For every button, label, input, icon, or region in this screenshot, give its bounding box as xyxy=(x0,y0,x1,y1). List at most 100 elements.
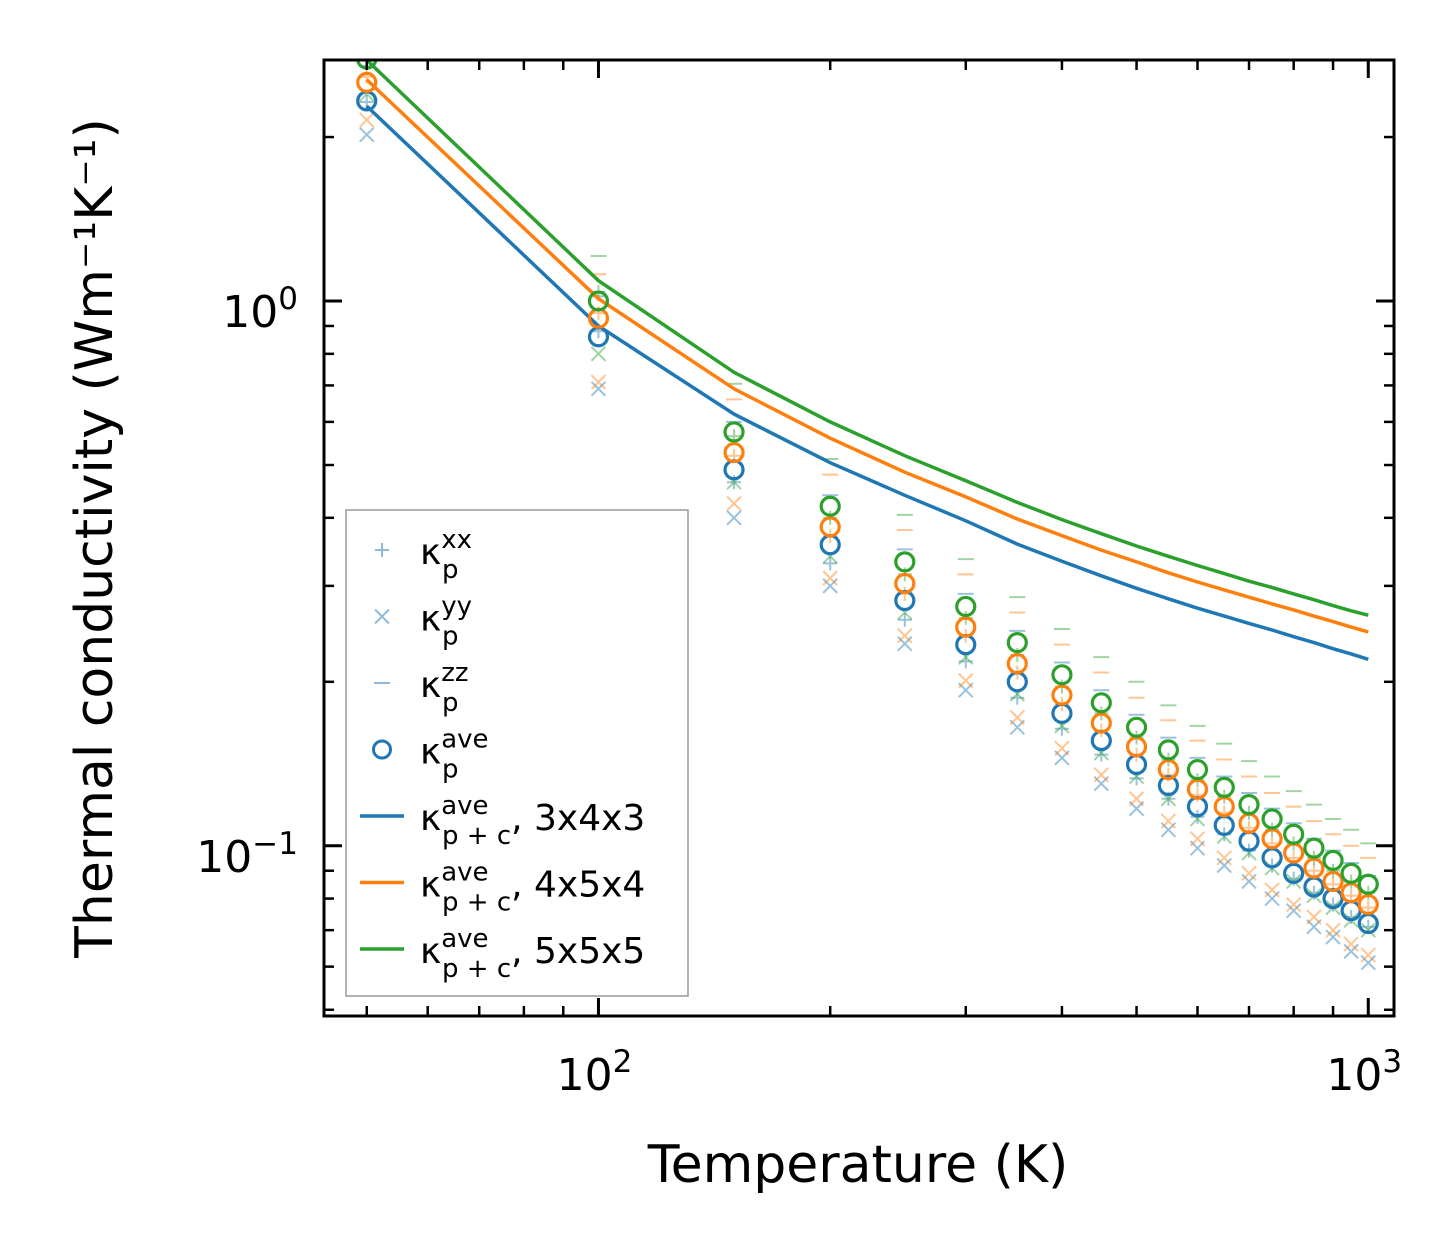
legend-label: κave p + c, 4x5x4 xyxy=(420,858,645,918)
kappa-ave-point xyxy=(723,421,745,443)
kappa-ave-point xyxy=(894,551,916,573)
kappa-ave-point xyxy=(1006,652,1028,675)
kappa-ave-point xyxy=(587,290,610,312)
kappa-ave-point xyxy=(1186,778,1209,800)
kappa-ave-point xyxy=(1157,758,1180,781)
kappa-yy-point xyxy=(359,126,375,143)
axes-layer: 102 103 10−1 100 xyxy=(196,58,1402,1101)
kappa-yy-point xyxy=(726,510,742,526)
kappa-xx-point xyxy=(1306,863,1321,878)
kappa-yy-point xyxy=(1128,791,1145,807)
kappa-ave-point xyxy=(1303,857,1325,879)
kappa-yy-point xyxy=(1093,767,1110,783)
y-axis-label: Thermal conductivity (Wm⁻¹K⁻¹) xyxy=(65,118,125,959)
kappa-yy-point xyxy=(1054,750,1070,766)
kappa-ave-point xyxy=(1283,862,1305,884)
kappa-yy-point xyxy=(1285,896,1302,913)
kappa-ave-point xyxy=(1051,664,1073,686)
kappa-yy-point xyxy=(958,682,974,698)
kappa-ave-point xyxy=(1125,716,1148,738)
legend-label: κave p xyxy=(420,725,489,785)
kappa-pc-line-3x4x3 xyxy=(365,104,1369,661)
kappa-xx-point xyxy=(1010,690,1025,705)
kappa-ave-point xyxy=(1090,692,1112,714)
kappa-ave-point xyxy=(1340,862,1362,884)
kappa-yy-point xyxy=(590,374,607,390)
legend-label: κave p + c, 5x5x5 xyxy=(420,924,645,984)
kappa-xx-point xyxy=(1054,721,1069,736)
kappa-yy-point xyxy=(822,570,838,586)
kappa-yy-point xyxy=(1285,903,1302,919)
kappa-ave-point xyxy=(894,572,916,595)
kappa-ave-point xyxy=(819,516,841,538)
legend-plus-marker xyxy=(375,543,389,557)
kappa-ave-point xyxy=(1213,776,1235,798)
legend-box xyxy=(345,509,689,997)
plot-frame xyxy=(322,58,1396,1018)
kappa-yy-point xyxy=(1264,890,1280,907)
legend-label: κzz p xyxy=(420,658,469,718)
kappa-ave-point xyxy=(955,616,977,638)
legend-label: κave p + c, 3x4x3 xyxy=(420,791,645,851)
kappa-yy-point xyxy=(1241,865,1257,882)
kappa-yy-point xyxy=(590,381,607,397)
legend-label: κyy p xyxy=(420,592,472,652)
kappa-yy-point xyxy=(1306,919,1322,935)
kappa-yy-point xyxy=(1054,740,1070,756)
kappa-yy-point xyxy=(726,495,742,512)
kappa-yy-point xyxy=(1325,929,1341,945)
kappa-yy-point xyxy=(1189,831,1206,847)
kappa-yy-point xyxy=(1093,776,1110,792)
kappa-yy-point xyxy=(1325,922,1341,938)
kappa-yy-point xyxy=(1360,947,1376,963)
kappa-ave-point xyxy=(1006,632,1028,654)
kappa-ave-point xyxy=(1303,837,1325,859)
kappa-yy-point xyxy=(1128,800,1145,817)
kappa-ave-point xyxy=(356,71,378,93)
kappa-yy-point xyxy=(897,628,913,644)
kappa-yy-point xyxy=(1189,840,1206,856)
kappa-pc-line-5x5x5 xyxy=(365,60,1369,617)
kappa-ave-point xyxy=(1261,808,1283,830)
legend-label: κxx p xyxy=(420,525,472,585)
kappa-yy-point xyxy=(1241,873,1257,890)
kappa-yy-point xyxy=(1009,719,1025,736)
kappa-yy-point xyxy=(1160,813,1177,829)
y-tick-label: 10−1 xyxy=(196,826,298,883)
kappa-ave-point xyxy=(1051,684,1073,706)
kappa-ave-point xyxy=(1186,758,1209,781)
kappa-ave-point xyxy=(1357,893,1379,916)
y-tick-label: 100 xyxy=(222,281,298,338)
kappa-yy-point xyxy=(359,112,375,128)
kappa-xx-point xyxy=(897,612,912,627)
kappa-yy-point xyxy=(1306,909,1322,925)
kappa-ave-point xyxy=(1322,870,1344,893)
x-tick-label: 102 xyxy=(557,1044,633,1101)
kappa-yy-point xyxy=(1216,857,1232,874)
x-tick-label: 103 xyxy=(1326,1044,1402,1101)
kappa-yy-point xyxy=(958,672,974,689)
kappa-yy-point xyxy=(1360,922,1376,938)
data-group xyxy=(356,60,1379,971)
kappa-yy-point xyxy=(1343,936,1359,952)
legend-circle-marker xyxy=(372,739,392,760)
kappa-xx-point xyxy=(823,556,838,571)
kappa-ave-point xyxy=(1322,849,1344,872)
kappa-ave-point xyxy=(1090,712,1112,734)
kappa-ave-point xyxy=(1357,873,1379,895)
kappa-yy-point xyxy=(1343,943,1359,960)
kappa-ave-point xyxy=(1157,739,1180,761)
series-layer xyxy=(356,60,1379,971)
kappa-yy-point xyxy=(1360,955,1376,971)
kappa-ave-point xyxy=(1238,794,1260,816)
kappa-yy-point xyxy=(590,346,607,362)
kappa-yy-point xyxy=(1264,882,1280,898)
kappa-xx-point xyxy=(958,654,973,669)
kappa-yy-point xyxy=(1216,850,1232,866)
kappa-pc-line-4x5x4 xyxy=(365,78,1369,634)
kappa-ave-point xyxy=(1283,823,1305,845)
kappa-yy-point xyxy=(1160,822,1177,838)
kappa-ave-point xyxy=(1261,828,1283,850)
